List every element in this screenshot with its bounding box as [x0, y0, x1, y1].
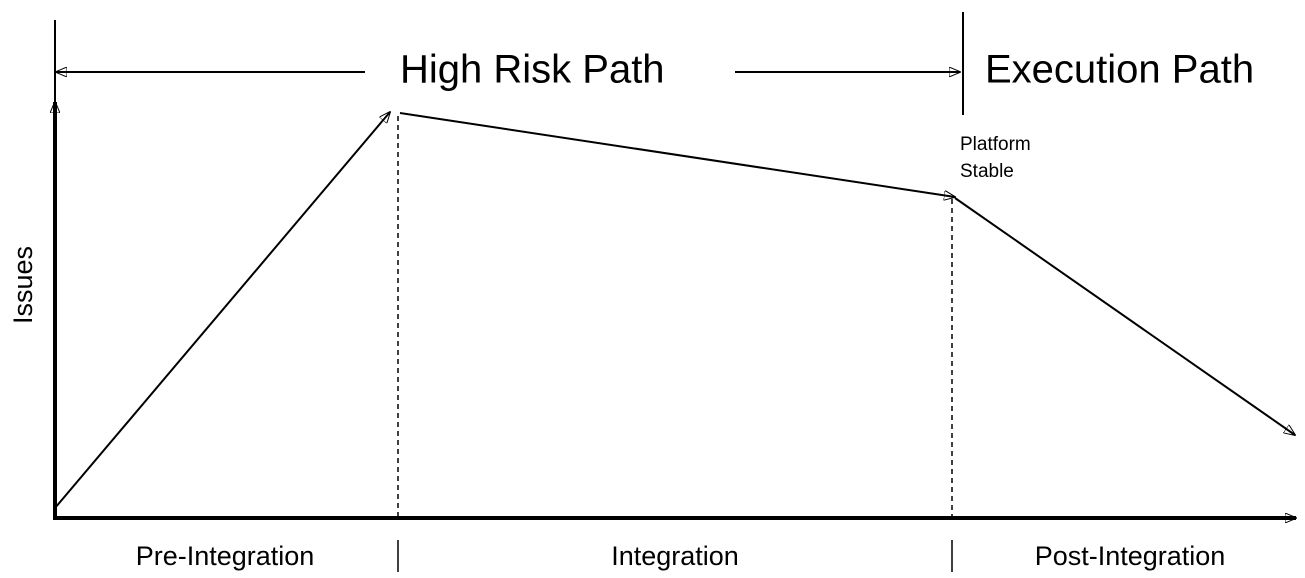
high-risk-label: High Risk Path: [400, 48, 665, 92]
annotation-line: Stable: [960, 161, 1014, 182]
plateau-arrow: [399, 112, 955, 197]
annotation-line: Platform: [960, 134, 1031, 155]
rise-arrow: [54, 112, 390, 509]
y-axis-label: Issues: [8, 246, 38, 324]
phase-label: Pre-Integration: [136, 541, 315, 571]
phase-label: Integration: [611, 541, 739, 571]
execution-label: Execution Path: [985, 48, 1254, 92]
phase-label: Post-Integration: [1035, 541, 1226, 571]
decline-arrow: [954, 197, 1295, 435]
